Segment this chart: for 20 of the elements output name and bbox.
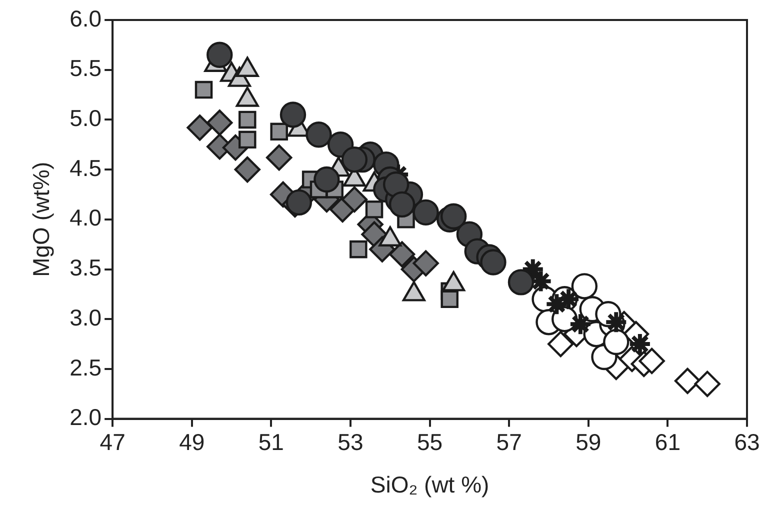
- x-tick-label: 63: [734, 428, 760, 455]
- y-tick-label: 2.0: [70, 404, 102, 430]
- y-tick-label: 3.0: [70, 304, 102, 330]
- y-tick-label: 5.0: [70, 105, 102, 132]
- y-tick-label: 6.0: [70, 5, 102, 32]
- y-tick-label: 4.5: [70, 154, 102, 181]
- x-tick-label: 61: [654, 428, 680, 455]
- y-tick-label: 3.5: [70, 254, 102, 281]
- y-axis-title: MgO (wt%): [28, 162, 54, 277]
- x-tick-label: 57: [496, 428, 522, 455]
- x-tick-label: 53: [338, 428, 364, 455]
- y-tick-label: 5.5: [70, 55, 102, 82]
- y-tick-label: 4.0: [70, 204, 102, 231]
- x-tick-label: 47: [100, 428, 126, 455]
- x-tick-label: 49: [179, 428, 205, 455]
- x-tick-label: 55: [416, 428, 443, 455]
- x-tick-label: 51: [258, 428, 284, 455]
- y-tick-label: 2.5: [70, 354, 102, 380]
- x-axis-title: SiO₂ (wt %): [370, 472, 490, 498]
- x-tick-label: 59: [576, 428, 602, 455]
